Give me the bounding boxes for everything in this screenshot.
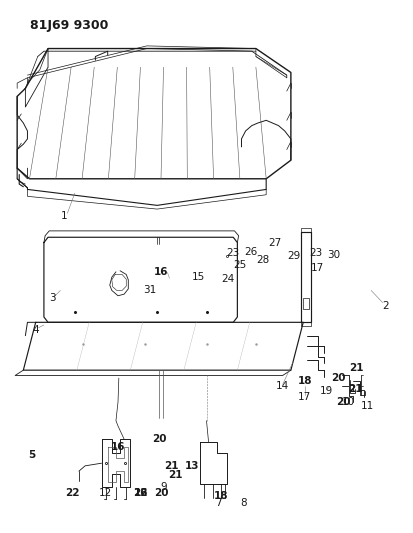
Text: 16: 16 <box>154 267 169 277</box>
Text: 20: 20 <box>152 434 166 445</box>
Text: 10: 10 <box>342 397 355 407</box>
Text: 81J69 9300: 81J69 9300 <box>29 19 108 33</box>
Text: 12: 12 <box>99 489 112 498</box>
Text: 2: 2 <box>382 301 389 311</box>
Text: 18: 18 <box>298 376 313 386</box>
Text: 19: 19 <box>320 386 333 397</box>
Text: 15: 15 <box>192 272 205 282</box>
Text: 8: 8 <box>240 498 247 508</box>
Text: 13: 13 <box>185 461 199 471</box>
Text: 14: 14 <box>276 381 289 391</box>
Text: 21: 21 <box>164 461 179 471</box>
Text: 23: 23 <box>309 248 322 258</box>
Text: 21: 21 <box>348 384 363 394</box>
Text: 26: 26 <box>244 247 258 257</box>
Text: 11: 11 <box>361 401 375 411</box>
Text: 16: 16 <box>111 442 125 452</box>
Text: 16: 16 <box>133 489 148 498</box>
Text: 27: 27 <box>268 238 281 247</box>
Text: 5: 5 <box>28 450 35 460</box>
Text: 22: 22 <box>133 489 148 498</box>
Text: 17: 17 <box>311 263 324 273</box>
Text: 3: 3 <box>49 293 55 303</box>
Text: 29: 29 <box>287 251 300 261</box>
Text: 18: 18 <box>214 491 228 501</box>
Text: 21: 21 <box>169 471 183 480</box>
Text: 23: 23 <box>227 248 240 258</box>
Text: 20: 20 <box>336 397 350 407</box>
Text: 20: 20 <box>331 373 345 383</box>
Text: 7: 7 <box>216 498 222 508</box>
Text: 9: 9 <box>160 482 166 492</box>
Text: 20: 20 <box>154 489 169 498</box>
Text: 1: 1 <box>61 211 68 221</box>
Text: 25: 25 <box>234 261 247 270</box>
Text: 24: 24 <box>221 274 235 284</box>
Text: 30: 30 <box>327 250 340 260</box>
Bar <box>303 298 309 309</box>
Text: 21: 21 <box>349 362 364 373</box>
Text: 22: 22 <box>66 489 80 498</box>
Text: 31: 31 <box>143 286 157 295</box>
Text: 4: 4 <box>32 325 39 335</box>
Text: 17: 17 <box>298 392 311 402</box>
Text: 28: 28 <box>256 255 270 265</box>
